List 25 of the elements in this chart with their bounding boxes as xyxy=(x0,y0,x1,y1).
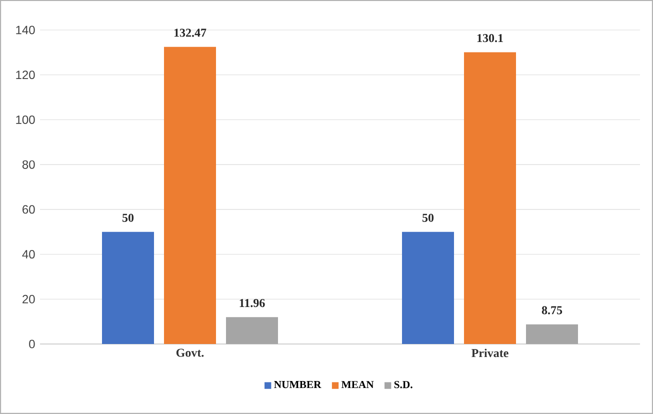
y-tick-label: 40 xyxy=(22,250,35,259)
x-tick-label: Govt. xyxy=(176,348,204,357)
bar xyxy=(402,232,454,344)
bar xyxy=(164,46,216,344)
y-tick-label: 0 xyxy=(29,340,35,348)
data-label: 8.75 xyxy=(542,306,562,314)
data-label: 132.47 xyxy=(174,28,206,37)
bar xyxy=(102,232,154,344)
y-tick-label: 20 xyxy=(22,294,35,304)
bar xyxy=(464,52,516,344)
bar xyxy=(226,317,278,344)
y-tick-label: 60 xyxy=(22,205,35,214)
data-label: 130.1 xyxy=(477,34,503,42)
legend-label: S.D. xyxy=(394,380,412,388)
x-tick-label: Private xyxy=(472,348,508,358)
data-label: 50 xyxy=(122,214,134,222)
data-label: 50 xyxy=(422,214,434,222)
y-tick-label: 80 xyxy=(22,160,35,169)
data-label: 11.96 xyxy=(240,299,265,308)
y-tick-label: 140 xyxy=(16,26,35,34)
y-tick-label: 120 xyxy=(16,70,35,80)
bar xyxy=(526,324,578,344)
legend-label: NUMBER xyxy=(274,381,322,388)
legend-label: MEAN xyxy=(341,381,374,388)
y-tick-label: 100 xyxy=(16,115,35,124)
